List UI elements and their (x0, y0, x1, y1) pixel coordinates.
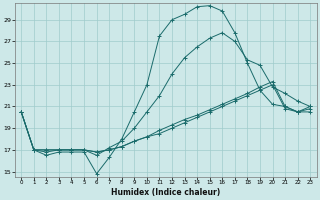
X-axis label: Humidex (Indice chaleur): Humidex (Indice chaleur) (111, 188, 220, 197)
